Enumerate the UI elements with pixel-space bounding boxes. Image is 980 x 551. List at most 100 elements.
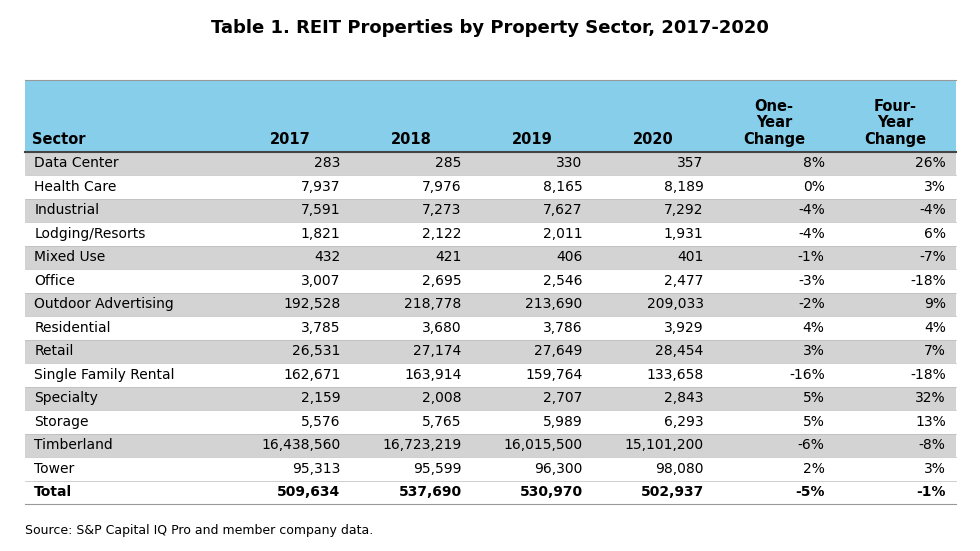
Text: -4%: -4% xyxy=(919,203,946,217)
Text: 3%: 3% xyxy=(924,462,946,476)
Text: 13%: 13% xyxy=(915,415,946,429)
Bar xyxy=(24,222,956,246)
Text: 2,122: 2,122 xyxy=(422,227,462,241)
Text: 5%: 5% xyxy=(803,415,824,429)
Text: 8%: 8% xyxy=(803,156,824,170)
Text: 330: 330 xyxy=(557,156,582,170)
Text: Office: Office xyxy=(34,274,75,288)
Text: 2,695: 2,695 xyxy=(422,274,462,288)
Text: -6%: -6% xyxy=(798,439,824,452)
Text: -3%: -3% xyxy=(798,274,824,288)
Text: 0%: 0% xyxy=(803,180,824,194)
Text: Sector: Sector xyxy=(32,132,86,147)
Text: 5,576: 5,576 xyxy=(301,415,341,429)
Text: 2,477: 2,477 xyxy=(664,274,704,288)
Text: 9%: 9% xyxy=(924,298,946,311)
Text: One-
Year
Change: One- Year Change xyxy=(743,99,805,147)
Text: 27,174: 27,174 xyxy=(414,344,462,358)
Text: 213,690: 213,690 xyxy=(525,298,582,311)
Text: -1%: -1% xyxy=(916,485,946,499)
Text: 218,778: 218,778 xyxy=(405,298,462,311)
Text: 7,273: 7,273 xyxy=(422,203,462,217)
Bar xyxy=(24,246,956,269)
Text: -4%: -4% xyxy=(798,227,824,241)
Text: 3%: 3% xyxy=(924,180,946,194)
Text: -2%: -2% xyxy=(798,298,824,311)
Text: Timberland: Timberland xyxy=(34,439,113,452)
Text: 3%: 3% xyxy=(803,344,824,358)
Text: 28,454: 28,454 xyxy=(656,344,704,358)
Text: Outdoor Advertising: Outdoor Advertising xyxy=(34,298,174,311)
Text: 8,189: 8,189 xyxy=(663,180,704,194)
Text: Lodging/Resorts: Lodging/Resorts xyxy=(34,227,146,241)
Text: Tower: Tower xyxy=(34,462,74,476)
Text: 2017: 2017 xyxy=(270,132,311,147)
Text: 163,914: 163,914 xyxy=(404,368,462,382)
Text: Total: Total xyxy=(34,485,73,499)
Bar xyxy=(24,80,956,152)
Text: 6%: 6% xyxy=(924,227,946,241)
Text: 283: 283 xyxy=(315,156,341,170)
Text: 530,970: 530,970 xyxy=(519,485,582,499)
Text: 95,313: 95,313 xyxy=(292,462,341,476)
Text: 15,101,200: 15,101,200 xyxy=(624,439,704,452)
Text: Retail: Retail xyxy=(34,344,74,358)
Text: 7,292: 7,292 xyxy=(664,203,704,217)
Text: 7,976: 7,976 xyxy=(422,180,462,194)
Text: -18%: -18% xyxy=(910,368,946,382)
Text: 209,033: 209,033 xyxy=(647,298,704,311)
Bar xyxy=(24,387,956,410)
Text: 133,658: 133,658 xyxy=(647,368,704,382)
Text: 16,015,500: 16,015,500 xyxy=(504,439,582,452)
Text: Four-
Year
Change: Four- Year Change xyxy=(864,99,926,147)
Text: -1%: -1% xyxy=(798,250,824,264)
Text: 96,300: 96,300 xyxy=(534,462,582,476)
Text: 16,723,219: 16,723,219 xyxy=(382,439,462,452)
Text: 16,438,560: 16,438,560 xyxy=(262,439,341,452)
Bar xyxy=(24,480,956,504)
Text: -5%: -5% xyxy=(795,485,824,499)
Text: 406: 406 xyxy=(557,250,582,264)
Text: 3,929: 3,929 xyxy=(664,321,704,335)
Text: Specialty: Specialty xyxy=(34,391,98,406)
Text: 2,707: 2,707 xyxy=(543,391,582,406)
Text: -18%: -18% xyxy=(910,274,946,288)
Text: 8,165: 8,165 xyxy=(543,180,582,194)
Bar xyxy=(24,152,956,175)
Bar xyxy=(24,269,956,293)
Text: 3,786: 3,786 xyxy=(543,321,582,335)
Text: 4%: 4% xyxy=(924,321,946,335)
Text: Single Family Rental: Single Family Rental xyxy=(34,368,174,382)
Text: 2,159: 2,159 xyxy=(301,391,341,406)
Text: 192,528: 192,528 xyxy=(283,298,341,311)
Text: Mixed Use: Mixed Use xyxy=(34,250,106,264)
Text: 1,821: 1,821 xyxy=(301,227,341,241)
Text: 4%: 4% xyxy=(803,321,824,335)
Text: 26%: 26% xyxy=(915,156,946,170)
Text: 5,989: 5,989 xyxy=(543,415,582,429)
Text: Data Center: Data Center xyxy=(34,156,119,170)
Text: 509,634: 509,634 xyxy=(277,485,341,499)
Text: 5,765: 5,765 xyxy=(422,415,462,429)
Text: -7%: -7% xyxy=(919,250,946,264)
Text: 3,785: 3,785 xyxy=(301,321,341,335)
Text: 1,931: 1,931 xyxy=(663,227,704,241)
Text: 5%: 5% xyxy=(803,391,824,406)
Text: 2018: 2018 xyxy=(390,132,431,147)
Text: 7,937: 7,937 xyxy=(301,180,341,194)
Text: 162,671: 162,671 xyxy=(283,368,341,382)
Text: 2,011: 2,011 xyxy=(543,227,582,241)
Text: Table 1. REIT Properties by Property Sector, 2017-2020: Table 1. REIT Properties by Property Sec… xyxy=(211,19,769,37)
Text: 2019: 2019 xyxy=(512,132,553,147)
Text: 357: 357 xyxy=(677,156,704,170)
Text: 7,627: 7,627 xyxy=(543,203,582,217)
Bar xyxy=(24,198,956,222)
Text: 95,599: 95,599 xyxy=(414,462,462,476)
Text: 27,649: 27,649 xyxy=(534,344,582,358)
Bar xyxy=(24,363,956,387)
Text: 32%: 32% xyxy=(915,391,946,406)
Bar xyxy=(24,410,956,434)
Text: 3,680: 3,680 xyxy=(422,321,462,335)
Text: 98,080: 98,080 xyxy=(656,462,704,476)
Text: 2020: 2020 xyxy=(632,132,673,147)
